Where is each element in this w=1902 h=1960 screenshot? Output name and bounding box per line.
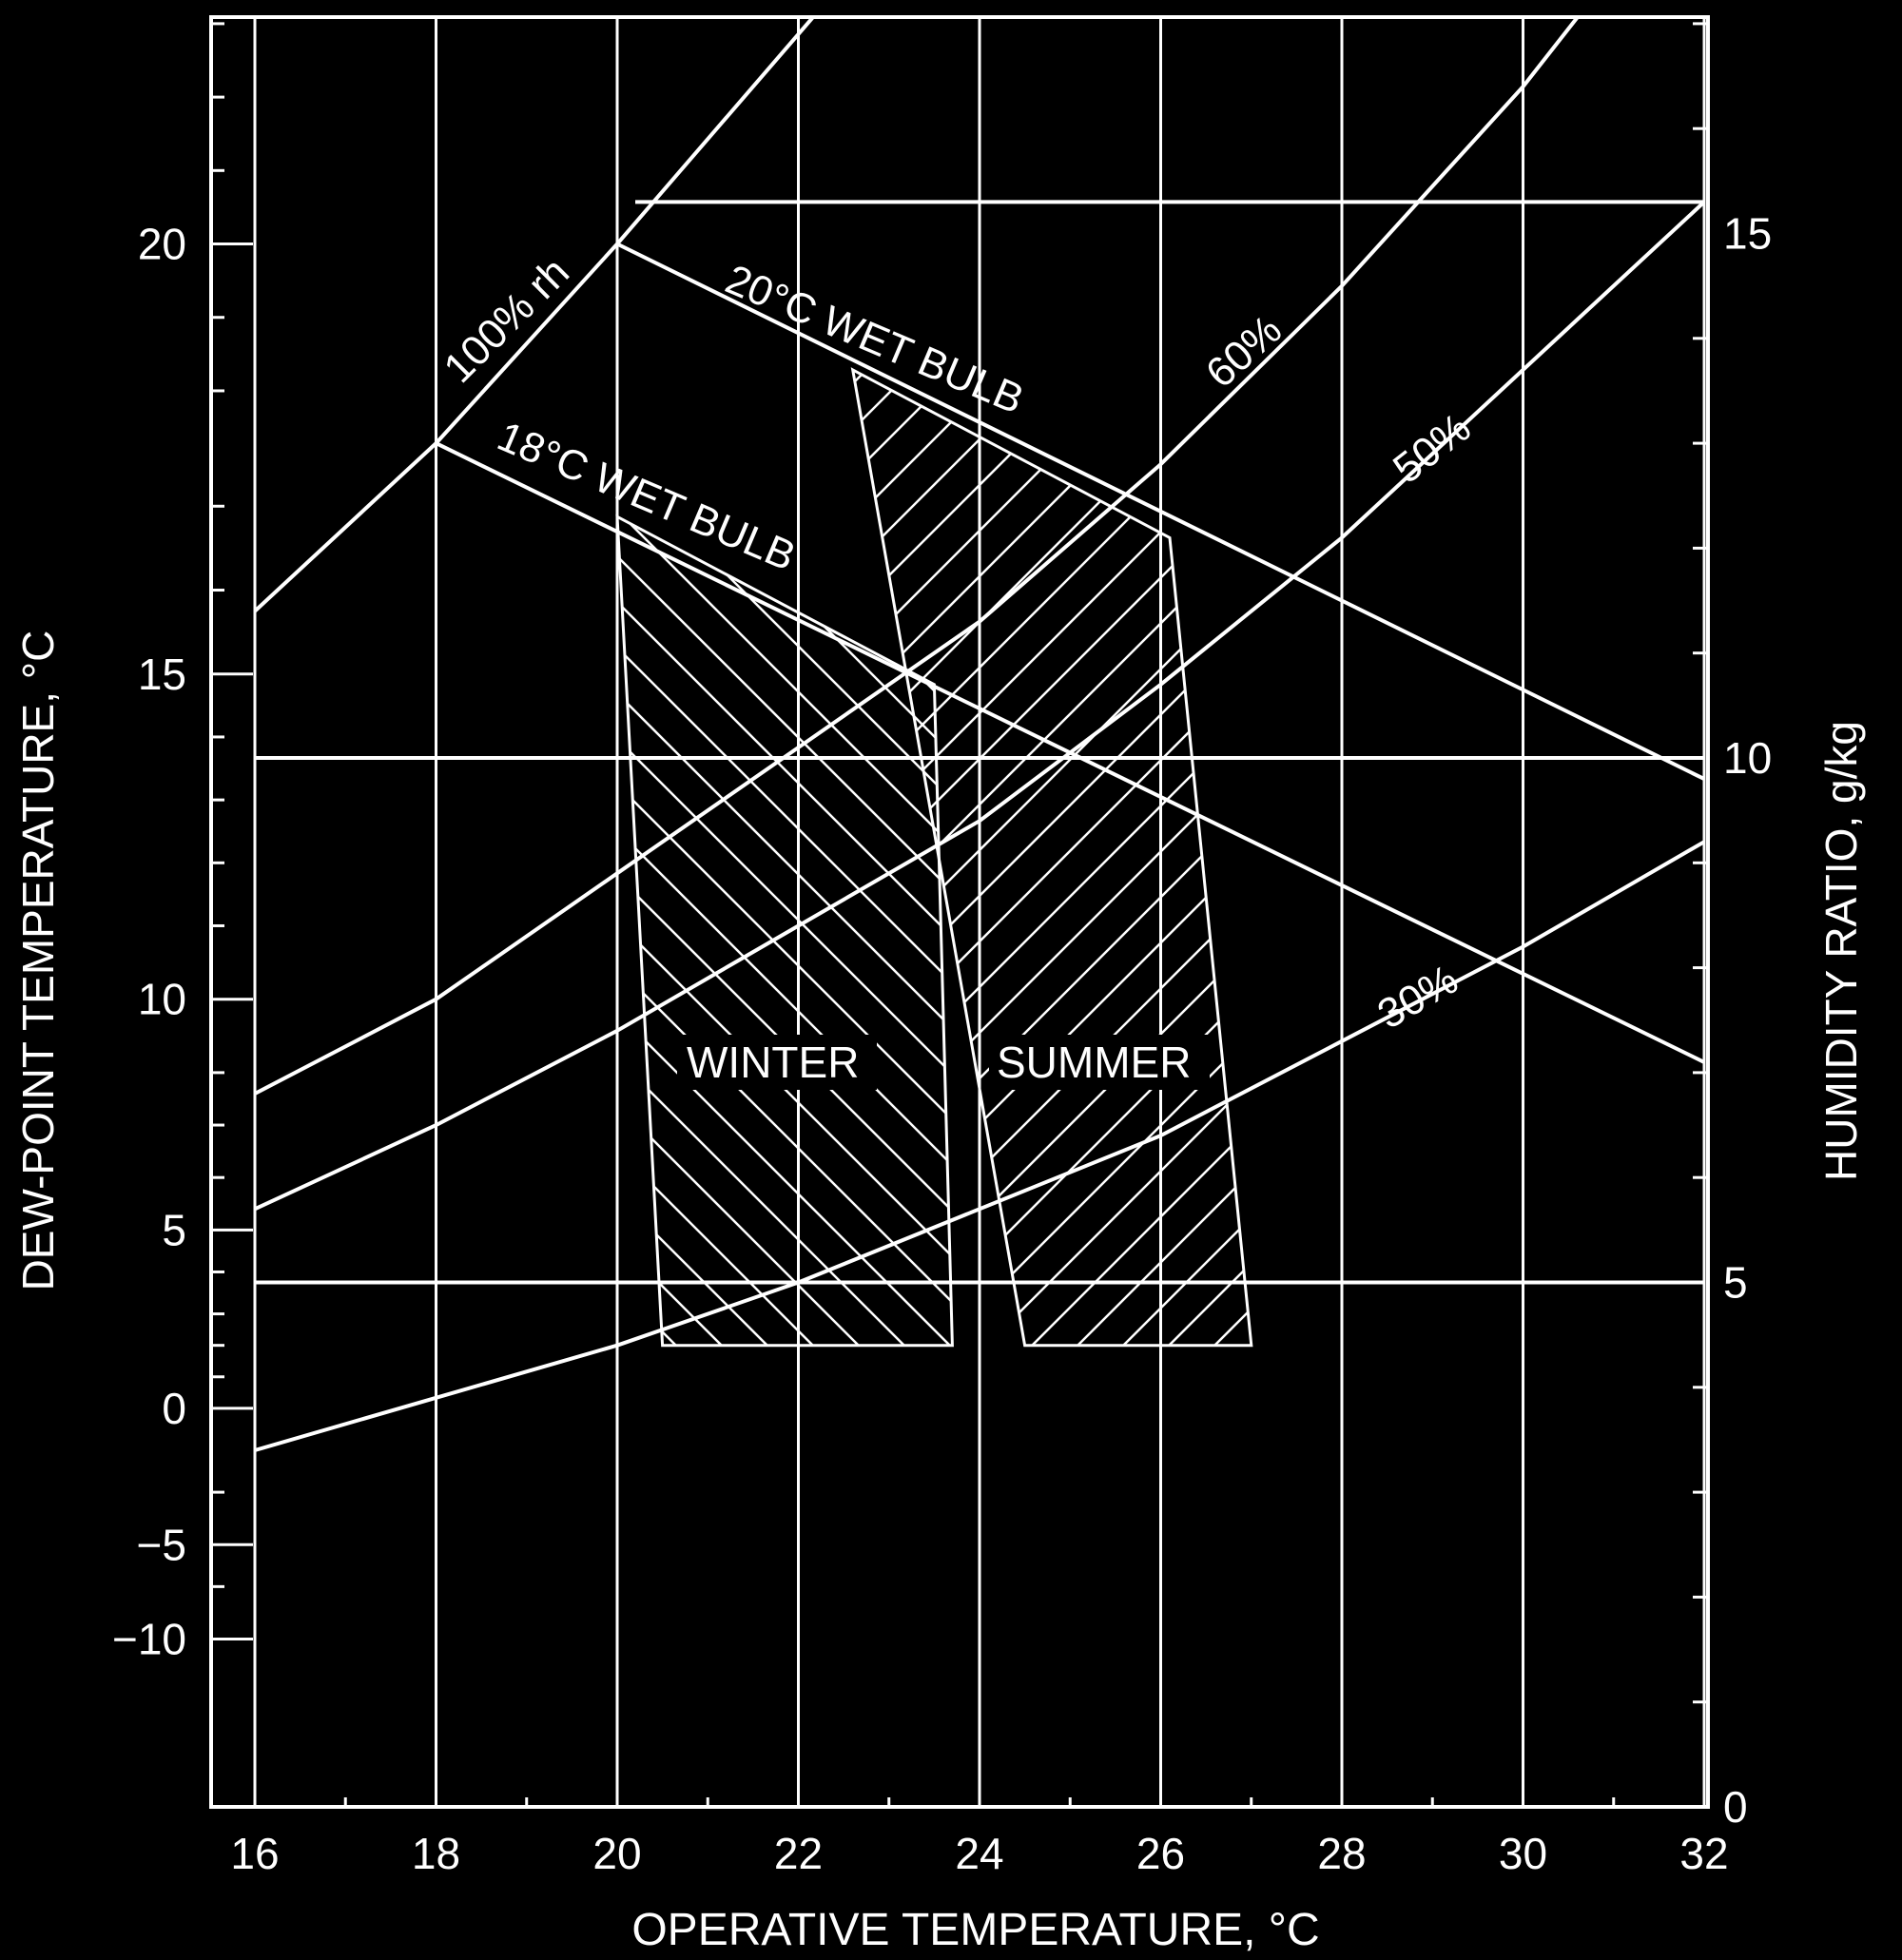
grid-lines <box>253 17 1706 1807</box>
x-tick-label: 26 <box>1136 1829 1185 1878</box>
zone-outline <box>850 367 1253 1348</box>
hatch-line <box>617 516 953 1346</box>
right-tick-label: 5 <box>1723 1258 1748 1308</box>
right-tick-label: 0 <box>1723 1782 1748 1832</box>
hatch-line <box>852 369 1252 1346</box>
x-tick-label: 20 <box>592 1829 641 1878</box>
hatch-line <box>617 516 953 1346</box>
x-tick-label: 18 <box>412 1829 460 1878</box>
hatch-line <box>852 369 1252 1346</box>
winter-label-bg <box>677 1035 877 1090</box>
left-tick-label: 20 <box>138 220 186 269</box>
left-tick-label: −10 <box>112 1615 186 1664</box>
summer-label-bg <box>989 1035 1210 1090</box>
comfort-zone-outlines <box>615 367 1253 1348</box>
winter-label: WINTER <box>687 1038 859 1087</box>
x-tick-label: 22 <box>774 1829 823 1878</box>
x-tick-label: 24 <box>955 1829 1003 1878</box>
right-tick-label: 10 <box>1723 733 1772 783</box>
zone-outline <box>615 514 954 1348</box>
summer-label: SUMMER <box>997 1038 1191 1087</box>
axis-ticks <box>211 22 1708 1807</box>
left-tick-label: 0 <box>162 1384 186 1433</box>
left-tick-label: −5 <box>137 1520 186 1569</box>
hatch-line <box>617 516 953 1346</box>
left-axis-title: DEW-POINT TEMPERATURE, °C <box>13 631 63 1291</box>
hatch-line <box>852 369 1252 1346</box>
x-tick-label: 32 <box>1679 1829 1728 1878</box>
left-tick-label: 15 <box>138 650 186 699</box>
x-tick-label: 30 <box>1499 1829 1547 1878</box>
series-line <box>616 242 1705 781</box>
plot-frame <box>209 15 1710 1809</box>
hatch-line <box>617 516 953 1346</box>
right-tick-label: 15 <box>1723 209 1772 259</box>
series-line <box>435 441 1705 1064</box>
x-tick-label: 16 <box>230 1829 279 1878</box>
x-tick-label: 28 <box>1317 1829 1366 1878</box>
left-tick-label: 5 <box>162 1205 186 1254</box>
series-line <box>254 200 1706 1212</box>
right-axis-title: HUMIDITY RATIO, g/kg <box>1816 721 1866 1181</box>
hatch-line <box>617 516 953 1346</box>
series-line <box>254 840 1706 1452</box>
hatch-line <box>852 369 1252 1346</box>
hatch-line <box>852 369 1252 1346</box>
left-tick-label: 10 <box>138 975 186 1024</box>
x-axis-title: OPERATIVE TEMPERATURE, °C <box>631 1905 1319 1955</box>
series-lines <box>253 17 1706 1452</box>
series-line <box>254 17 1581 1096</box>
